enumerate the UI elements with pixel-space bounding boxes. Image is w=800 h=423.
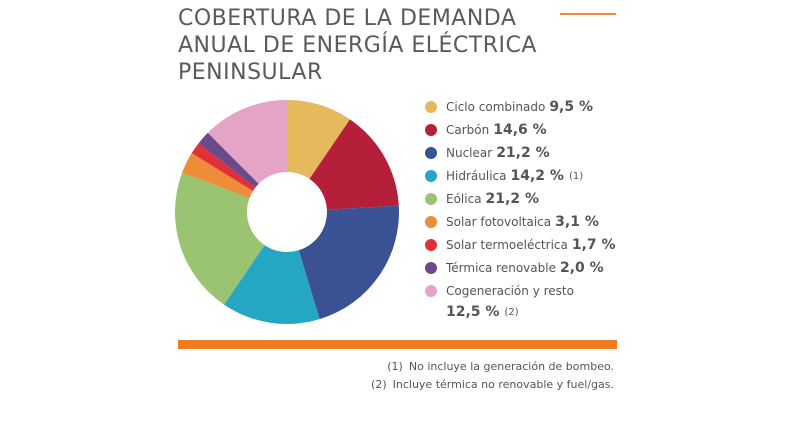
value-label: 3,1 % [555, 214, 599, 230]
donut-segment [207, 100, 287, 184]
donut-segment [309, 119, 399, 210]
legend-label: Térmica renovable [445, 261, 556, 275]
legend-label: Eólica [446, 192, 482, 206]
value-label: 2,0 % [560, 260, 604, 276]
legend-label: Nuclear [446, 146, 492, 160]
chart-title: PENINSULAR [178, 60, 323, 85]
value-label: 1,7 % [572, 237, 616, 253]
legend-swatch [425, 147, 437, 159]
footnote-mark: (1) [387, 360, 403, 373]
donut-segment [191, 143, 256, 191]
footnote-mark: (2) [504, 307, 518, 318]
legend-entry: Cogeneración y resto [446, 284, 574, 298]
footnote: (1) No incluye la generación de bombeo. [387, 360, 614, 373]
legend-entry: Carbón 14,6 % [446, 122, 547, 138]
donut-segment [175, 172, 265, 305]
donut-segment [298, 205, 400, 320]
donut-segment [198, 132, 259, 188]
legend-label: Solar termoeléctrica [446, 238, 568, 252]
legend-entry: Solar termoeléctrica 1,7 % [446, 237, 616, 253]
footnote-text: No incluye la generación de bombeo. [409, 360, 614, 373]
legend-entry: Hidráulica 14,2 % (1) [446, 168, 583, 184]
legend-label: Carbón [446, 123, 489, 137]
footnote-mark: (2) [371, 378, 387, 391]
legend-entry: Térmica renovable 2,0 % [445, 260, 604, 276]
legend-swatch [425, 101, 437, 113]
legend-entry: Ciclo combinado 9,5 % [446, 99, 593, 115]
legend-label: Ciclo combinado [446, 100, 545, 114]
chart-title: COBERTURA DE LA DEMANDA [178, 6, 516, 31]
legend-entry: Eólica 21,2 % [446, 191, 539, 207]
legend-label: Cogeneración y resto [446, 284, 574, 298]
legend-swatch [425, 239, 437, 251]
legend-swatch [425, 170, 437, 182]
footnote-text: Incluye térmica no renovable y fuel/gas. [393, 378, 614, 391]
legend-entry: Solar fotovoltaica 3,1 % [446, 214, 599, 230]
legend-swatch [425, 262, 437, 274]
legend-entry: Nuclear 21,2 % [446, 145, 550, 161]
value-label: 21,2 % [496, 145, 549, 161]
legend-label: Solar fotovoltaica [446, 215, 551, 229]
divider-bar [178, 340, 617, 349]
footnote-mark: (1) [569, 171, 583, 182]
value-label: 14,2 % [511, 168, 564, 184]
value-label: 12,5 % [446, 304, 499, 320]
legend-swatch [425, 193, 437, 205]
donut-segment [287, 100, 350, 179]
donut-segment [182, 153, 253, 198]
legend-entry: 12,5 % (2) [446, 304, 519, 320]
donut-segment [224, 245, 320, 324]
legend-swatch [425, 285, 437, 297]
value-label: 21,2 % [486, 191, 539, 207]
legend-label: Hidráulica [446, 169, 507, 183]
legend-swatch [425, 124, 437, 136]
value-label: 9,5 % [549, 99, 593, 115]
legend-swatch [425, 216, 437, 228]
value-label: 14,6 % [493, 122, 546, 138]
chart-title: ANUAL DE ENERGÍA ELÉCTRICA [178, 32, 537, 58]
footnote: (2) Incluye térmica no renovable y fuel/g… [371, 378, 614, 391]
